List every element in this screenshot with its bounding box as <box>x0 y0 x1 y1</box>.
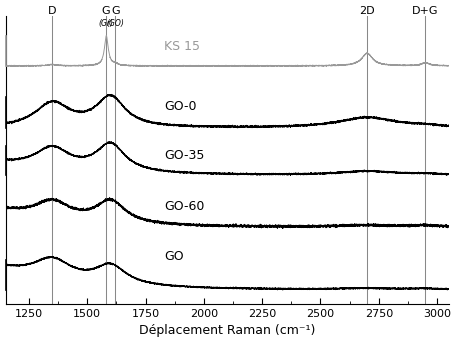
Text: 2D: 2D <box>359 5 375 15</box>
Text: (Gr): (Gr) <box>98 19 113 28</box>
Text: G: G <box>111 5 119 15</box>
Text: GO-35: GO-35 <box>164 149 205 162</box>
Text: D: D <box>48 5 56 15</box>
X-axis label: Déplacement Raman (cm⁻¹): Déplacement Raman (cm⁻¹) <box>139 324 315 338</box>
Text: GO-60: GO-60 <box>164 200 205 213</box>
Text: G: G <box>101 5 110 15</box>
Text: (GO): (GO) <box>106 19 124 28</box>
Text: D+G: D+G <box>412 5 439 15</box>
Text: KS 15: KS 15 <box>164 40 200 53</box>
Text: GO: GO <box>164 250 184 263</box>
Text: GO-0: GO-0 <box>164 100 197 113</box>
